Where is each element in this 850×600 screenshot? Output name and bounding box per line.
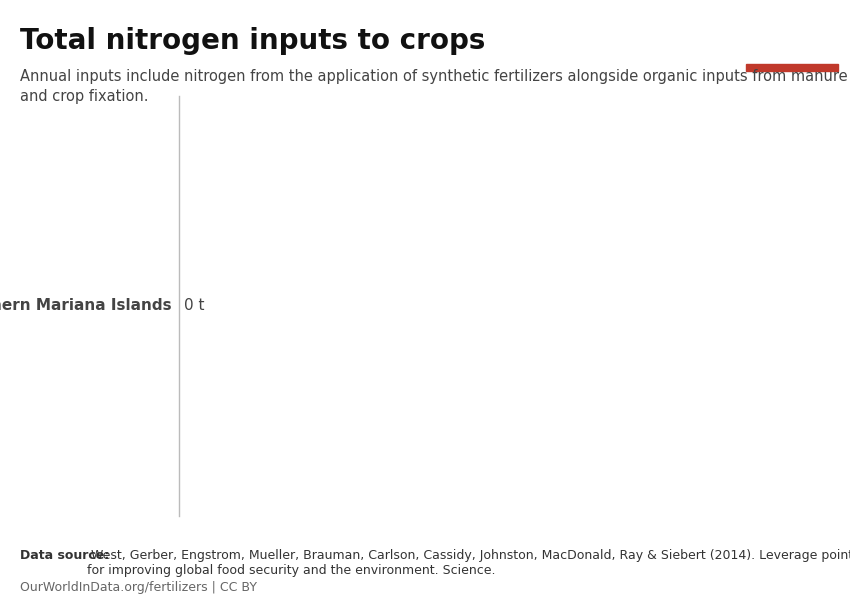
Text: West, Gerber, Engstrom, Mueller, Brauman, Carlson, Cassidy, Johnston, MacDonald,: West, Gerber, Engstrom, Mueller, Brauman… (87, 549, 850, 577)
Bar (746, 64, 838, 71)
Text: Data source:: Data source: (20, 549, 110, 562)
Text: Northern Mariana Islands: Northern Mariana Islands (0, 298, 172, 313)
Text: Total nitrogen inputs to crops: Total nitrogen inputs to crops (20, 27, 485, 55)
Text: 0 t: 0 t (184, 298, 204, 313)
Text: Annual inputs include nitrogen from the application of synthetic fertilizers alo: Annual inputs include nitrogen from the … (20, 69, 848, 104)
Text: Our World
in Data: Our World in Data (759, 23, 825, 54)
Text: OurWorldInData.org/fertilizers | CC BY: OurWorldInData.org/fertilizers | CC BY (20, 581, 258, 594)
